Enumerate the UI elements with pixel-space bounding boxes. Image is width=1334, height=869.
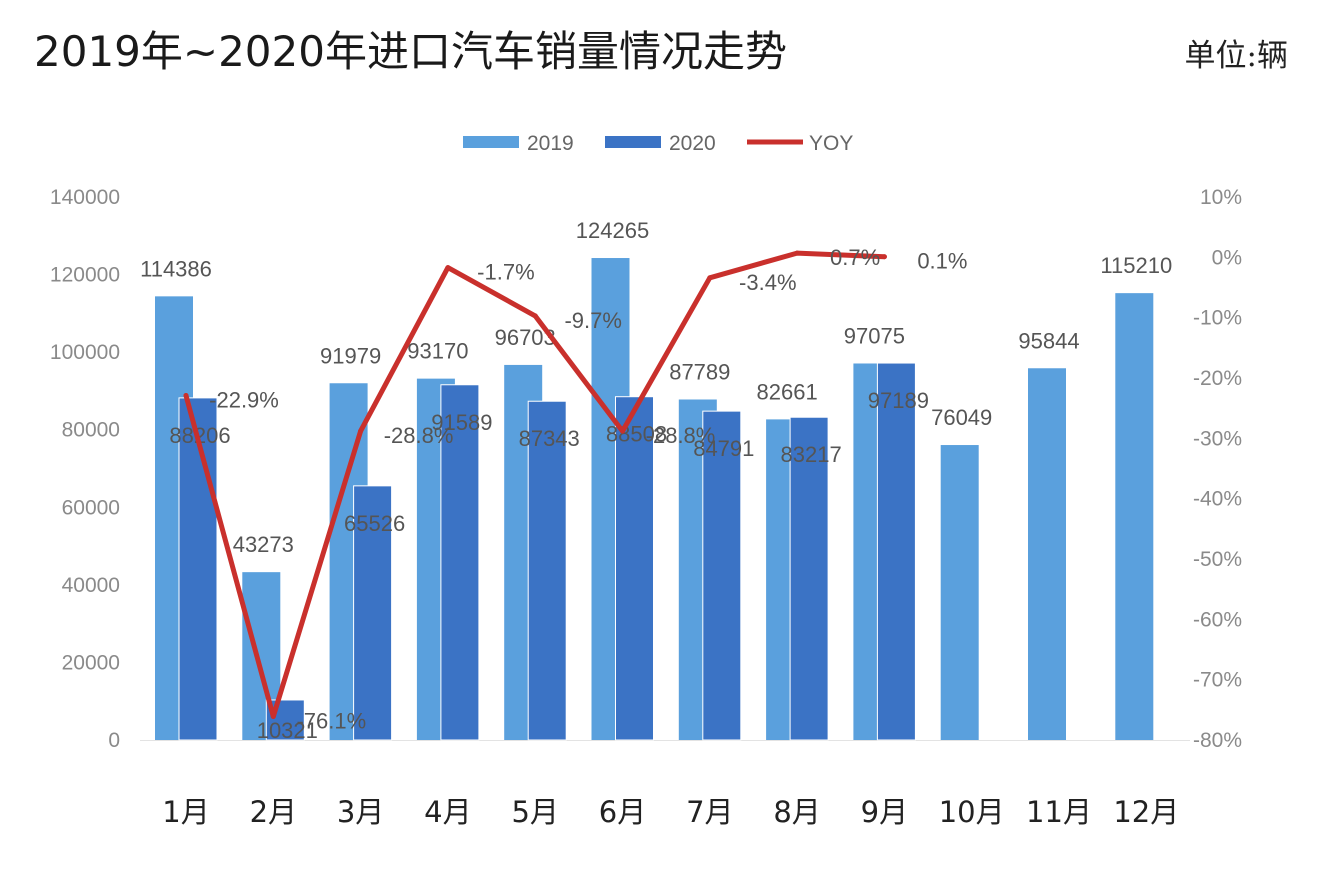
yoy-point (532, 313, 538, 319)
bar-2020 (440, 384, 480, 741)
x-axis-category-label: 3月 (337, 795, 384, 829)
legend-swatch-2019 (463, 136, 519, 148)
page-title: 2019年~2020年进口汽车销量情况走势 (34, 27, 787, 76)
bar-2019 (1028, 368, 1066, 740)
data-label-2019: 87789 (669, 360, 730, 385)
yoy-point (445, 265, 451, 271)
data-label-yoy: -3.4% (739, 270, 796, 295)
data-label-yoy: 0.7% (830, 245, 880, 270)
x-axis-category-label: 10月 (939, 795, 1005, 829)
yoy-point (794, 250, 800, 256)
yoy-point (881, 254, 887, 260)
right-axis-tick-label: -40% (1193, 488, 1242, 511)
left-axis-tick-label: 100000 (50, 341, 120, 364)
data-label-2019: 91979 (320, 343, 381, 368)
left-axis-tick-label: 0 (108, 729, 120, 752)
data-label-2020: 10321 (257, 718, 318, 743)
legend-label-2019: 2019 (527, 132, 574, 155)
data-label-2020: 65526 (344, 511, 405, 536)
x-axis-category-label: 11月 (1026, 795, 1092, 829)
right-axis-tick-label: -80% (1193, 729, 1242, 752)
data-label-2019: 95844 (1018, 328, 1079, 353)
data-label-2020: 97189 (868, 388, 929, 413)
x-axis-category-label: 5月 (511, 795, 558, 829)
right-axis-tick-label: -60% (1193, 608, 1242, 631)
bar-2020 (876, 362, 916, 741)
legend-label-yoy: YOY (809, 132, 853, 155)
right-axis-tick-label: -10% (1193, 307, 1242, 330)
bar-2020 (178, 397, 218, 741)
right-axis-tick-label: -70% (1193, 669, 1242, 692)
data-label-yoy: -22.9% (209, 387, 279, 412)
left-axis-tick-label: 80000 (62, 419, 120, 442)
bar-2020 (353, 485, 393, 741)
bar-2020 (265, 699, 305, 741)
x-axis-category-label: 12月 (1113, 795, 1179, 829)
x-axis-category-label: 2月 (250, 795, 297, 829)
x-axis-category-label: 8月 (773, 795, 820, 829)
right-axis-tick-label: -20% (1193, 367, 1242, 390)
data-label-2019: 124265 (576, 218, 649, 243)
data-label-2019: 93170 (407, 339, 468, 364)
data-label-yoy: -1.7% (477, 260, 534, 285)
x-axis-category-label: 6月 (599, 795, 646, 829)
data-label-2020: 83217 (781, 442, 842, 467)
left-axis-tick-label: 140000 (50, 186, 120, 209)
left-axis-tick-label: 40000 (62, 574, 120, 597)
left-axis-tick-label: 120000 (50, 264, 120, 287)
x-axis-category-label: 7月 (686, 795, 733, 829)
data-label-2019: 82661 (757, 379, 818, 404)
data-label-yoy: -76.1% (296, 708, 366, 733)
bar-2019 (1115, 293, 1154, 740)
data-label-2019: 115210 (1100, 253, 1172, 278)
right-axis-tick-label: -30% (1193, 427, 1242, 450)
bar-2020 (702, 410, 742, 741)
x-axis-category-label: 9月 (861, 795, 908, 829)
right-axis-tick-label: 0% (1212, 246, 1242, 269)
unit-label: 单位:辆 (1184, 38, 1288, 74)
x-axis-category-label: 4月 (424, 795, 471, 829)
yoy-point (270, 713, 276, 719)
data-label-2020: 91589 (431, 410, 492, 435)
data-label-yoy: 0.1% (917, 249, 967, 274)
data-label-2019: 97075 (844, 323, 905, 348)
legend-label-2020: 2020 (669, 132, 716, 155)
data-label-yoy: -9.7% (564, 308, 621, 333)
yoy-point (358, 428, 364, 434)
data-label-2020: 87343 (519, 426, 580, 451)
x-axis-category-label: 1月 (162, 795, 209, 829)
data-label-2019: 76049 (931, 405, 992, 430)
data-label-2020: 84791 (693, 436, 754, 461)
left-axis-tick-label: 20000 (62, 651, 120, 674)
bar-2020 (615, 396, 654, 741)
left-axis-tick-label: 60000 (62, 496, 120, 519)
right-axis-tick-label: 10% (1200, 186, 1242, 209)
data-label-2019: 43273 (233, 532, 294, 557)
data-label-2019: 114386 (140, 256, 212, 281)
data-label-yoy: -28.8% (384, 423, 454, 448)
bar-2019 (940, 445, 979, 740)
bar-2020 (789, 416, 829, 741)
bar-2020 (527, 400, 567, 741)
yoy-point (183, 392, 189, 398)
right-axis-tick-label: -50% (1193, 548, 1242, 571)
data-label-yoy: -28.8% (646, 423, 716, 448)
yoy-point (620, 428, 625, 434)
legend-swatch-2020 (605, 136, 661, 148)
yoy-point (707, 275, 713, 281)
